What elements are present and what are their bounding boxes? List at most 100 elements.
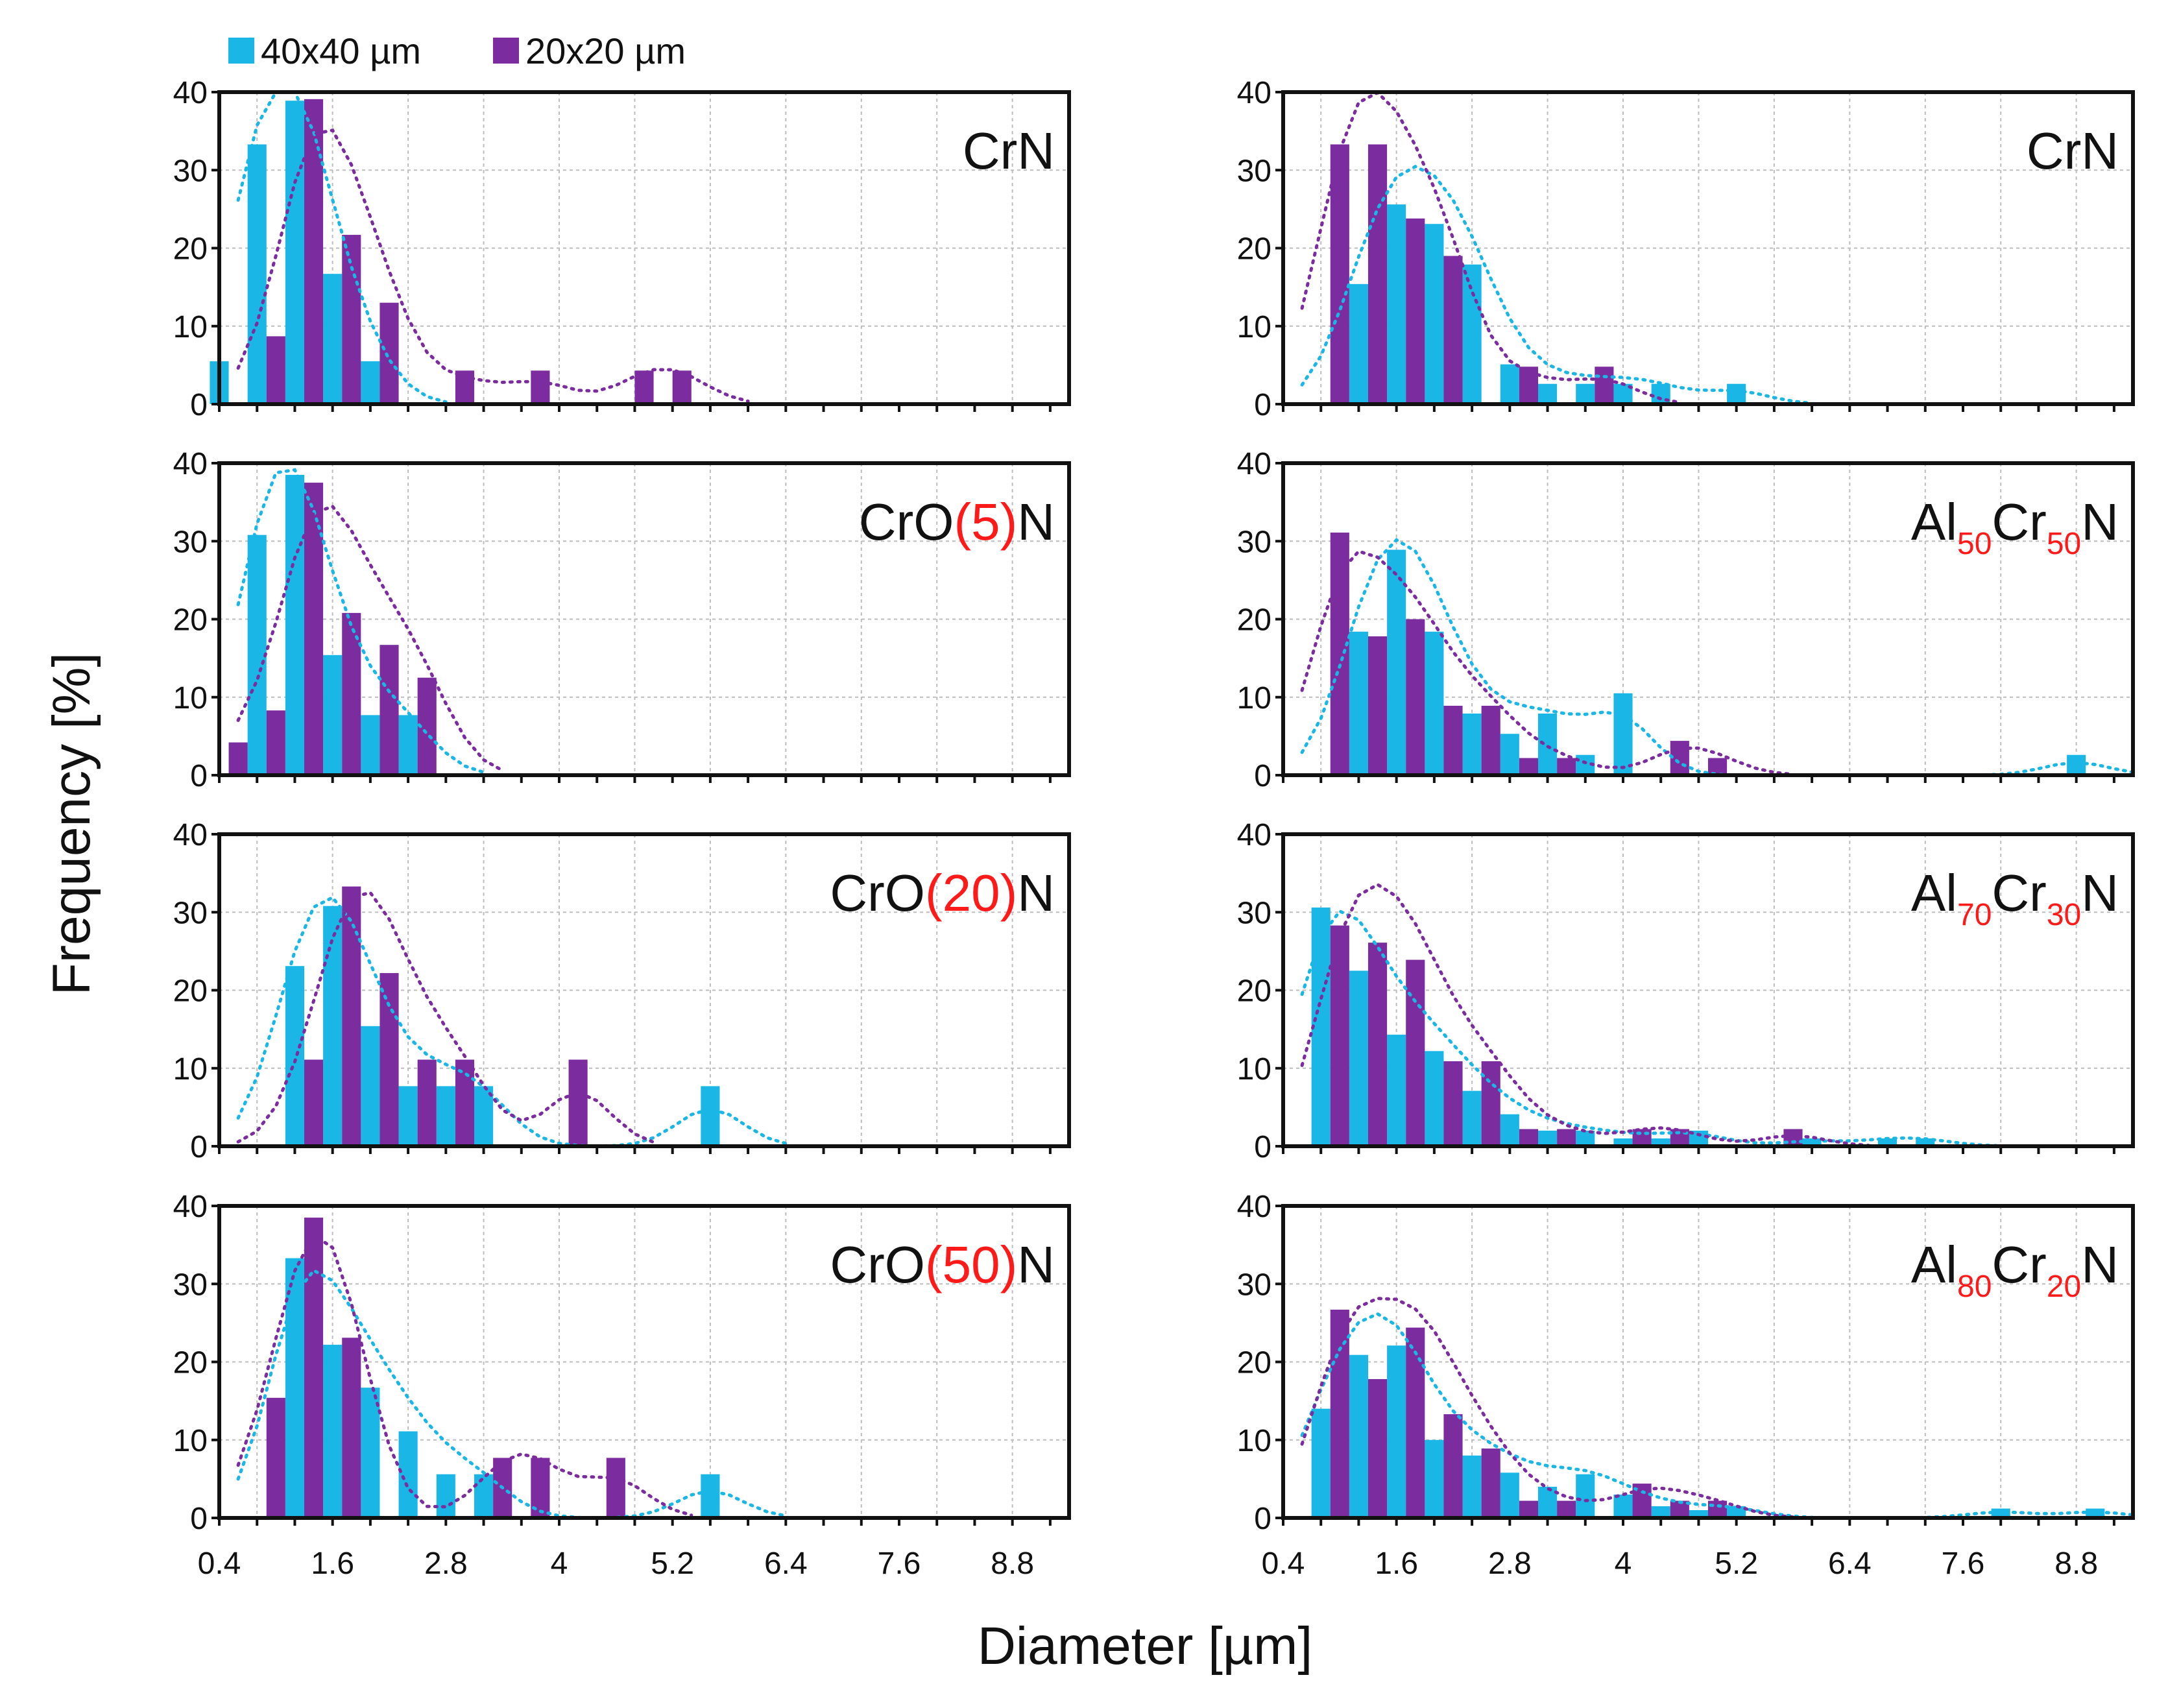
panel-title-part: N	[2081, 493, 2119, 551]
y-tick-label: 40	[173, 447, 208, 481]
bar-20x20	[1368, 144, 1388, 404]
y-axis-title: Frequency [%]	[42, 653, 101, 996]
y-tick-label: 30	[173, 154, 208, 188]
bar-20x20	[266, 336, 285, 404]
y-tick-label: 10	[1237, 681, 1271, 716]
panel-title-part: N	[1017, 1236, 1055, 1293]
bar-20x20	[379, 973, 399, 1146]
bar-20x20	[304, 1218, 324, 1518]
panel-title: CrN	[2027, 122, 2119, 180]
bar-20x20	[1443, 1414, 1463, 1518]
bar-20x20	[455, 1059, 474, 1146]
bar-40x40	[398, 1086, 418, 1146]
bar-20x20	[568, 1059, 588, 1146]
trend-line-20x20	[1300, 882, 1870, 1148]
y-tick-label: 0	[1254, 1502, 1271, 1536]
panel-title: CrO(5)N	[859, 493, 1055, 551]
panel-title-part: CrO	[859, 493, 954, 551]
bar-20x20	[1519, 1129, 1538, 1146]
trend-line-20x20	[236, 891, 656, 1144]
y-tick-label: 10	[1237, 1052, 1271, 1087]
bar-20x20	[266, 710, 285, 775]
bar-20x20	[1406, 959, 1425, 1146]
bar-20x20	[379, 302, 399, 404]
bar-40x40	[398, 715, 418, 775]
x-tick-label: 7.6	[878, 1546, 921, 1581]
trend-line-20x20	[1300, 90, 1681, 404]
legend-label-40x40: 40x40 µm	[261, 30, 421, 71]
bar-40x40	[1425, 631, 1444, 775]
bar-40x40	[1613, 1494, 1633, 1518]
y-tick-label: 30	[173, 525, 208, 559]
y-tick-label: 0	[190, 759, 208, 793]
bar-40x40	[1462, 1090, 1482, 1146]
bar-40x40	[1462, 1455, 1482, 1518]
y-tick-label: 30	[1237, 896, 1271, 930]
bar-40x40	[1500, 1114, 1519, 1146]
y-tick-label: 20	[173, 603, 208, 638]
bar-40x40	[1916, 1138, 1935, 1146]
bar-20x20	[1443, 256, 1463, 404]
bar-40x40	[1500, 364, 1519, 404]
bar-20x20	[1368, 636, 1388, 775]
panel-title: Al50Cr50N	[1911, 493, 2119, 561]
bar-40x40	[1613, 693, 1633, 775]
trend-line-20x20	[1300, 549, 1795, 776]
y-tick-label: 40	[173, 818, 208, 852]
bar-20x20	[304, 99, 324, 404]
x-tick-label: 6.4	[764, 1546, 808, 1581]
y-tick-label: 0	[190, 1502, 208, 1536]
legend-swatch-40x40	[228, 38, 254, 64]
y-tick-label: 20	[173, 1346, 208, 1380]
panel-title-part: (50)	[925, 1236, 1017, 1293]
bar-40x40	[1349, 1354, 1368, 1518]
bar-20x20	[1330, 1309, 1349, 1518]
bar-20x20	[1330, 144, 1349, 404]
panel-title-part: Al	[1911, 1236, 1957, 1293]
bar-40x40	[1387, 204, 1406, 404]
bar-40x40	[1878, 1138, 1897, 1146]
bar-40x40	[1538, 383, 1558, 404]
bar-20x20	[1481, 1448, 1500, 1518]
bar-20x20	[1368, 943, 1388, 1146]
panel-title-part: Al	[1911, 493, 1957, 551]
y-tick-label: 0	[1254, 1130, 1271, 1164]
bar-40x40	[2067, 754, 2086, 775]
bar-20x20	[1557, 1129, 1576, 1146]
x-tick-label: 0.4	[1262, 1546, 1305, 1581]
y-tick-label: 40	[173, 1190, 208, 1224]
bar-40x40	[285, 1258, 304, 1518]
bar-40x40	[361, 1026, 380, 1146]
bar-40x40	[323, 906, 343, 1146]
bar-20x20	[1330, 533, 1349, 775]
bar-40x40	[361, 1388, 380, 1518]
bar-40x40	[361, 361, 380, 404]
bar-40x40	[1425, 1439, 1444, 1518]
bar-20x20	[1406, 218, 1425, 404]
y-tick-label: 40	[1237, 76, 1271, 110]
panel-title-part: 20	[2047, 1269, 2081, 1304]
y-tick-label: 30	[173, 1268, 208, 1302]
bar-40x40	[361, 715, 380, 775]
bar-40x40	[1349, 631, 1368, 775]
bar-40x40	[1462, 264, 1482, 404]
legend-swatch-20x20	[493, 38, 519, 64]
panel-1: 0 10 20 30 40 CrN	[173, 76, 1071, 422]
chart-panels: 010203040CrN010203040CrN010203040CrO(5)N…	[173, 76, 2135, 1581]
bar-20x20	[1443, 705, 1463, 775]
panel-title-part: Al	[1911, 864, 1957, 922]
x-tick-label: 2.8	[424, 1546, 468, 1581]
y-tick-label: 30	[173, 896, 208, 930]
y-tick-label: 10	[173, 1424, 208, 1458]
bar-40x40	[323, 1345, 343, 1518]
bar-40x40	[247, 144, 267, 404]
bar-20x20	[266, 1397, 285, 1518]
bar-40x40	[436, 1474, 455, 1518]
bar-40x40	[1576, 383, 1595, 404]
trend-line-40x40	[236, 1268, 788, 1520]
trend-line-40x40	[1300, 1312, 2135, 1520]
y-tick-label: 40	[1237, 818, 1271, 852]
